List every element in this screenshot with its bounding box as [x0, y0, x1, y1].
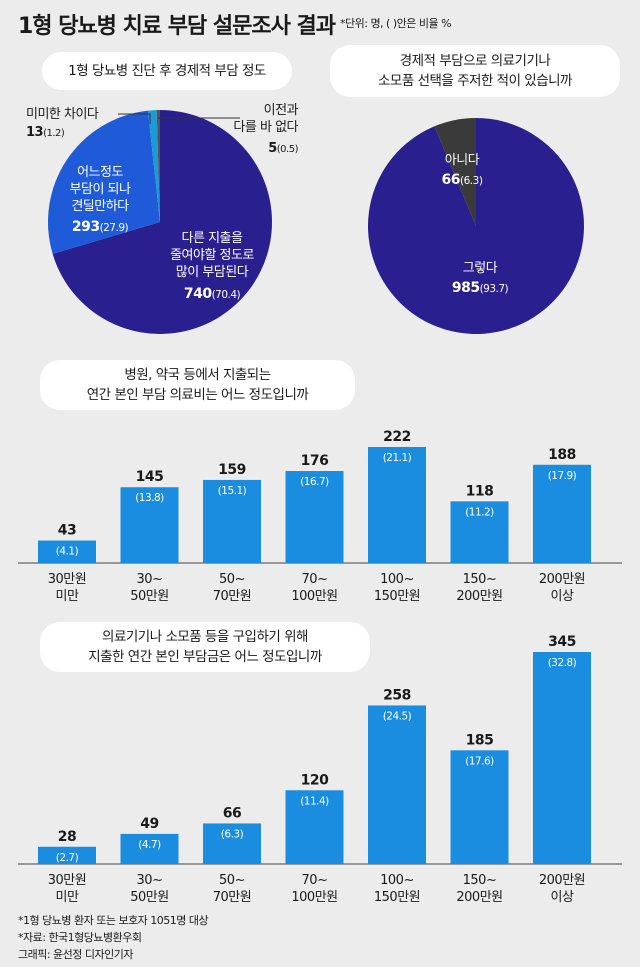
- bar1-value-6: 188: [548, 447, 576, 463]
- pie1-value-1: 293(27.9): [72, 219, 129, 235]
- bar1-bar-4: [368, 447, 426, 563]
- pie2-label-1: 아니다: [445, 153, 480, 168]
- bar1-value-4: 222: [383, 429, 411, 445]
- bar2-pct-3: (11.4): [300, 795, 329, 807]
- bar1-bar-6: [533, 464, 591, 563]
- bar2-value-6: 345: [548, 634, 576, 650]
- bar1-value-3: 176: [301, 453, 329, 469]
- bar1-pct-1: (13.8): [135, 492, 164, 504]
- bar2-category-4: 100~ 150만원: [374, 873, 420, 905]
- unit-note: *단위: 명, ( )안은 비율 %: [340, 17, 452, 30]
- pie1-value-0: 740(70.4): [184, 286, 241, 302]
- bar1-bar-3: [285, 471, 344, 563]
- pie2-value-1: 66(6.3): [442, 172, 483, 188]
- pie1-question: 1형 당뇨병 진단 후 경제적 부담 정도: [42, 52, 292, 90]
- bar1-value-5: 118: [466, 483, 494, 499]
- bar1-category-1: 30~ 50만원: [130, 572, 168, 604]
- bar1-bar-5: [450, 501, 509, 563]
- bar2-bar-0: [38, 846, 96, 864]
- bar1-category-2: 50~ 70만원: [213, 572, 251, 604]
- bar2-value-3: 120: [301, 772, 329, 788]
- bar2-bar-2: [203, 823, 261, 864]
- bar1-question: 병원, 약국 등에서 지출되는 연간 본인 부담 의료비는 어느 정도입니까: [40, 360, 355, 410]
- pie2-label-0: 그렇다: [463, 261, 498, 276]
- bar1-category-4: 100~ 150만원: [374, 572, 420, 604]
- bar2-category-5: 150~ 200만원: [456, 873, 502, 905]
- bar2-category-2: 50~ 70만원: [213, 873, 251, 905]
- bar2-value-4: 258: [383, 687, 411, 703]
- bar1-value-2: 159: [218, 462, 246, 478]
- bar1-pct-4: (21.1): [383, 452, 412, 464]
- pie1-leader-2: [118, 113, 151, 124]
- bar1-pct-6: (17.9): [548, 470, 577, 482]
- bar2-category-0: 30만원 미만: [48, 873, 86, 905]
- footnote-target: *1형 당뇨병 환자 또는 보호자 1051명 대상: [18, 914, 209, 927]
- bar2-bar-5: [450, 750, 509, 864]
- bar1-bar-1: [120, 487, 179, 563]
- pie1-label-0: 다른 지출을 줄여야할 정도로 많이 부담된다: [170, 231, 254, 280]
- bar1-bar-0: [38, 540, 96, 563]
- footnote-credit: 그래픽: 윤선정 디자인기자: [18, 948, 134, 961]
- pie1-slice-3: [156, 110, 160, 222]
- pie1-slice-0: [52, 110, 273, 334]
- pie1-slice-1: [47, 110, 161, 254]
- bar1-category-5: 150~ 200만원: [456, 572, 502, 604]
- bar1-category-0: 30만원 미만: [48, 572, 86, 604]
- bar1-value-0: 43: [58, 523, 76, 539]
- pie1-label-2: 미미한 차이다: [26, 107, 99, 122]
- bar1-category-3: 70~ 100만원: [291, 572, 337, 604]
- pie1-label-1: 어느정도 부담이 되나 견딜만하다: [70, 165, 131, 214]
- bar2-category-3: 70~ 100만원: [291, 873, 337, 905]
- pie1-slice-2: [147, 110, 160, 222]
- bar2-value-5: 185: [466, 732, 494, 748]
- bar1-pct-0: (4.1): [56, 546, 79, 558]
- footnote-source: *자료: 한국1형당뇨병환우회: [18, 931, 142, 944]
- pie1-label-3: 이전과 다를 바 없다: [233, 103, 298, 135]
- bar2-pct-1: (4.7): [138, 839, 161, 851]
- pie1-value-3: 5(0.5): [268, 141, 298, 156]
- bar2-pct-4: (24.5): [383, 710, 412, 722]
- bar1-value-1: 145: [136, 469, 164, 485]
- bar1-pct-2: (15.1): [218, 485, 247, 497]
- bar2-pct-5: (17.6): [465, 755, 494, 767]
- pie2-question: 경제적 부담으로 의료기기나 소모품 선택을 주저한 적이 있습니까: [330, 45, 620, 97]
- bar2-category-6: 200만원 이상: [539, 873, 585, 905]
- bar1-category-6: 200만원 이상: [539, 572, 585, 604]
- bar2-value-2: 66: [223, 805, 241, 821]
- bar2-bar-4: [368, 705, 426, 864]
- bar1-pct-3: (16.7): [300, 476, 329, 488]
- page-title: 1형 당뇨병 치료 부담 설문조사 결과: [18, 14, 336, 39]
- pie2-slice-0: [368, 118, 584, 334]
- bar2-pct-0: (2.7): [56, 852, 79, 864]
- bar1-bar-2: [203, 479, 261, 563]
- pie2-value-0: 985(93.7): [452, 280, 509, 296]
- pie1-value-2: 13(1.2): [26, 125, 65, 140]
- bar2-bar-3: [285, 790, 344, 864]
- bar2-pct-6: (32.8): [548, 657, 577, 669]
- bar2-pct-2: (6.3): [221, 828, 244, 840]
- pie2-slice-1: [434, 118, 476, 226]
- bar1-pct-5: (11.2): [465, 506, 494, 518]
- bar2-bar-6: [533, 652, 591, 864]
- bar2-value-0: 28: [58, 829, 76, 845]
- bar2-category-1: 30~ 50만원: [130, 873, 168, 905]
- bar2-value-1: 49: [140, 816, 158, 832]
- bar2-bar-1: [120, 833, 179, 864]
- bar2-question: 의료기기나 소모품 등을 구입하기 위해 지출한 연간 본인 부담금은 어느 정…: [40, 622, 370, 672]
